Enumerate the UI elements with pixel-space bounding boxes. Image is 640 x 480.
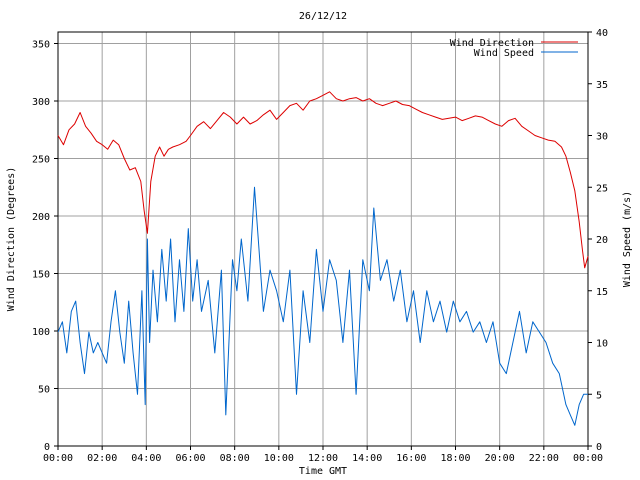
y-right-tick-label: 15 xyxy=(596,287,608,298)
y-right-tick-label: 35 xyxy=(596,80,608,91)
x-tick-label: 20:00 xyxy=(485,453,515,464)
x-tick-label: 22:00 xyxy=(529,453,559,464)
y-right-tick-label: 10 xyxy=(596,339,608,350)
tick-labels: 00:00 02:00 04:00 06:00 08:00 10:00 12:00 14:00… xyxy=(32,28,608,464)
legend-label-wind-direction: Wind Direction xyxy=(450,38,534,49)
x-tick-label: 06:00 xyxy=(175,453,205,464)
series-line-wind-direction xyxy=(57,91,589,269)
x-tick-label: 14:00 xyxy=(352,453,382,464)
y-axis-right-title: Wind Speed (m/s) xyxy=(622,191,633,287)
y-left-tick-label: 100 xyxy=(32,327,50,338)
y-left-tick-label: 350 xyxy=(32,40,50,51)
y-left-tick-label: 50 xyxy=(38,385,50,396)
x-axis-title: Time GMT xyxy=(299,466,347,477)
x-tick-label: 00:00 xyxy=(573,453,603,464)
chart-title: 26/12/12 xyxy=(299,11,347,22)
y-left-tick-label: 300 xyxy=(32,97,50,108)
x-tick-label: 18:00 xyxy=(440,453,470,464)
y-left-tick-label: 200 xyxy=(32,212,50,223)
y-right-tick-label: 20 xyxy=(596,235,608,246)
y-left-tick-label: 150 xyxy=(32,270,50,281)
legend-label-wind-speed: Wind Speed xyxy=(474,48,534,59)
series-layer xyxy=(57,91,589,426)
y-left-tick-label: 0 xyxy=(44,442,50,453)
y-right-tick-label: 25 xyxy=(596,183,608,194)
grid xyxy=(58,32,588,446)
x-tick-label: 12:00 xyxy=(308,453,338,464)
x-tick-label: 16:00 xyxy=(396,453,426,464)
y-axis-left-title: Wind Direction (Degrees) xyxy=(6,167,17,312)
x-tick-label: 04:00 xyxy=(131,453,161,464)
y-right-tick-label: 5 xyxy=(596,390,602,401)
y-right-tick-label: 30 xyxy=(596,132,608,143)
y-right-tick-label: 0 xyxy=(596,442,602,453)
y-left-tick-label: 250 xyxy=(32,155,50,166)
legend: Wind Direction Wind Speed xyxy=(450,38,578,59)
x-tick-label: 02:00 xyxy=(87,453,117,464)
y-right-tick-label: 40 xyxy=(596,28,608,39)
x-tick-label: 10:00 xyxy=(264,453,294,464)
series-line-wind-speed xyxy=(57,186,588,426)
x-tick-label: 00:00 xyxy=(43,453,73,464)
x-tick-label: 08:00 xyxy=(220,453,250,464)
